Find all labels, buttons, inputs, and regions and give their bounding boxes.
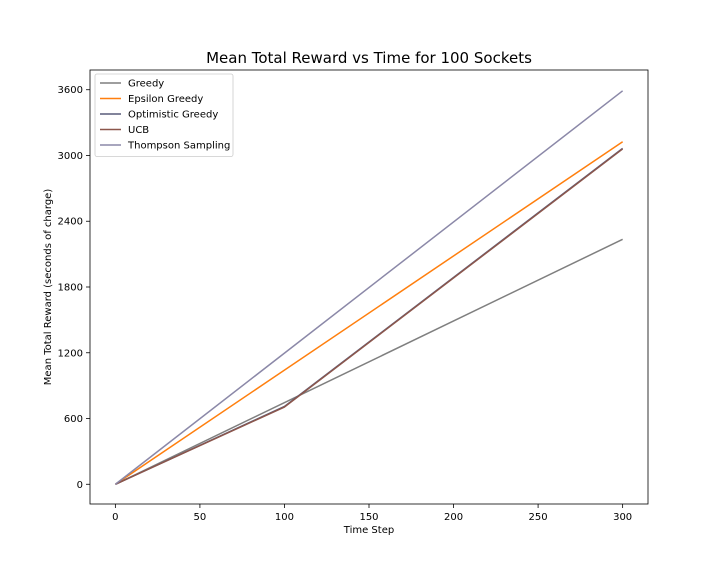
x-axis-label: Time Step: [343, 525, 394, 536]
legend-label-2: Optimistic Greedy: [128, 110, 218, 121]
legend: Greedy Epsilon Greedy Optimistic Greedy UCB…: [94, 73, 234, 157]
x-axis: 0 50 100 150 200 250 300: [112, 504, 632, 523]
x-tick-label-5: 250: [529, 512, 548, 523]
legend-label-4: Thompson Sampling: [127, 141, 230, 152]
series-line-4: [114, 90, 624, 485]
y-axis-label: Mean Total Reward (seconds of charge): [43, 189, 54, 386]
y-axis: 0 600 1200 1800 2400 3000 3600: [58, 85, 90, 491]
y-tick-label-6: 3600: [58, 85, 83, 96]
series-line-0: [115, 238, 623, 485]
y-tick-label-2: 1200: [58, 348, 83, 359]
chart-title: Mean Total Reward vs Time for 100 Socket…: [206, 49, 532, 67]
x-tick-label-2: 100: [275, 512, 294, 523]
x-tick-label-3: 150: [359, 512, 378, 523]
series-line-1: [114, 141, 624, 485]
y-tick-label-0: 0: [77, 480, 83, 491]
legend-label-0: Greedy: [128, 79, 164, 90]
legend-label-1: Epsilon Greedy: [128, 94, 203, 105]
series-line-3: [115, 148, 624, 485]
y-tick-label-5: 3000: [58, 151, 83, 162]
series-line-2: [115, 147, 624, 485]
legend-label-3: UCB: [128, 125, 149, 136]
x-tick-label-1: 50: [194, 512, 207, 523]
legend-box: [94, 73, 234, 157]
y-tick-label-4: 2400: [58, 217, 83, 228]
y-tick-label-1: 600: [64, 414, 83, 425]
y-tick-label-3: 1800: [58, 283, 83, 294]
x-tick-label-4: 200: [444, 512, 463, 523]
x-tick-label-0: 0: [112, 512, 118, 523]
x-tick-label-6: 300: [613, 512, 632, 523]
